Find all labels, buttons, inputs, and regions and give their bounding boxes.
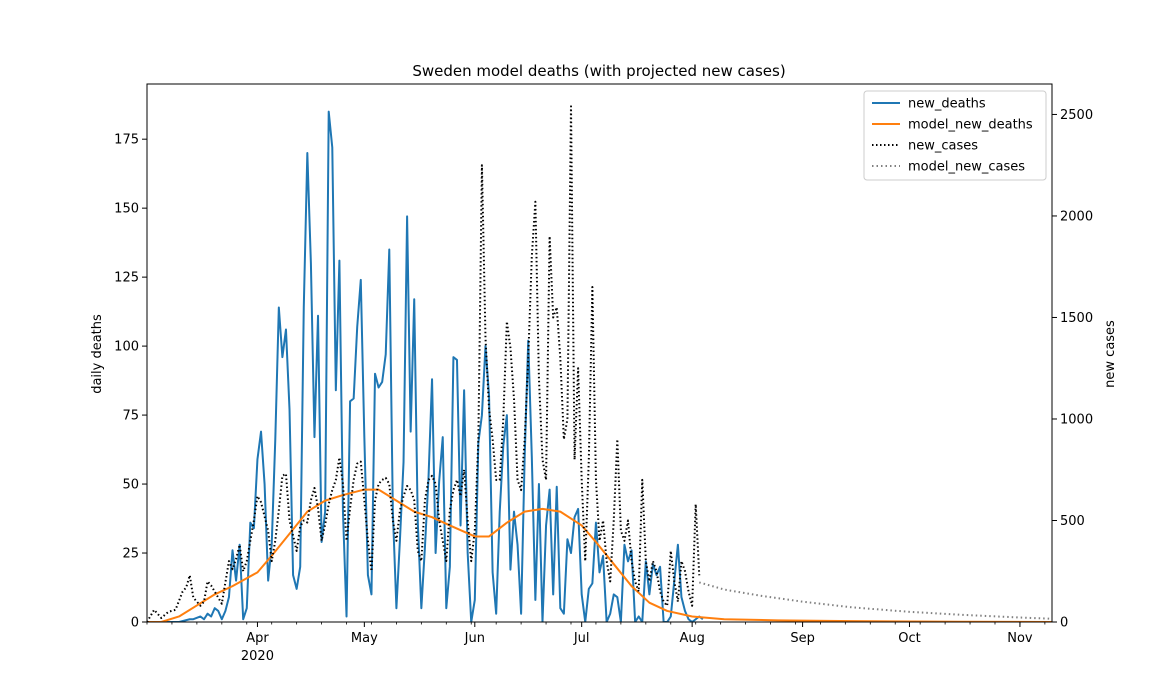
y-axis-right: 0 500 1000 1500 2000 2500 xyxy=(1052,108,1093,631)
legend-label-new-deaths: new_deaths xyxy=(908,97,986,112)
y-left-tick-label: 75 xyxy=(122,409,139,424)
y-right-tick-label: 1500 xyxy=(1060,311,1093,326)
y-axis-left: 0 25 50 75 100 125 150 175 xyxy=(114,133,147,631)
x-tick-label: Apr xyxy=(246,631,269,646)
y-right-tick-label: 500 xyxy=(1060,514,1085,529)
legend: new_deaths model_new_deaths new_casesmodel… xyxy=(863,90,1047,181)
x-axis: Apr 2020 May Jun Jul Aug Sep Oct Nov xyxy=(146,622,1046,664)
series-group xyxy=(147,105,1052,622)
y-left-tick-label: 100 xyxy=(114,340,139,355)
x-tick-label: Aug xyxy=(679,631,704,646)
plot-area xyxy=(146,83,1053,623)
y-right-tick-label: 2000 xyxy=(1060,209,1093,224)
x-tick-label: Jun xyxy=(464,631,485,646)
legend-label-new-cases: new_cases xyxy=(908,139,978,154)
y-left-tick-label: 0 xyxy=(131,616,139,631)
series-line-new-cases xyxy=(147,105,701,622)
y-left-tick-label: 125 xyxy=(114,271,139,286)
plot-frame xyxy=(146,83,1053,623)
x-tick-label: Jul xyxy=(573,631,590,646)
x-tick-label: Oct xyxy=(898,631,920,646)
y-right-tick-label: 1000 xyxy=(1060,412,1093,427)
x-tick-label: May xyxy=(351,631,378,646)
y-left-tick-label: 25 xyxy=(122,547,139,562)
y-right-tick-label: 2500 xyxy=(1060,108,1093,123)
y-right-tick-label: 0 xyxy=(1060,616,1068,631)
x-tick-label: Sep xyxy=(790,631,815,646)
y-left-tick-label: 175 xyxy=(114,133,139,148)
y-left-tick-label: 50 xyxy=(122,478,139,493)
x-tick-sublabel: 2020 xyxy=(241,649,274,664)
legend-box xyxy=(863,90,1047,181)
series-line-model-new-deaths xyxy=(147,488,1052,622)
chart-title: Sweden model deaths (with projected new … xyxy=(412,62,785,80)
y-axis-left-title: daily deaths xyxy=(90,314,105,394)
y-left-tick-label: 150 xyxy=(114,202,139,217)
legend-label-model-new-cases: model_new_cases xyxy=(908,160,1025,175)
series-line-new-deaths xyxy=(147,110,704,622)
x-tick-label: Nov xyxy=(1007,631,1033,646)
legend-label-model-new-deaths: model_new_deaths xyxy=(908,118,1033,133)
y-axis-right-title: new cases xyxy=(1103,320,1118,388)
